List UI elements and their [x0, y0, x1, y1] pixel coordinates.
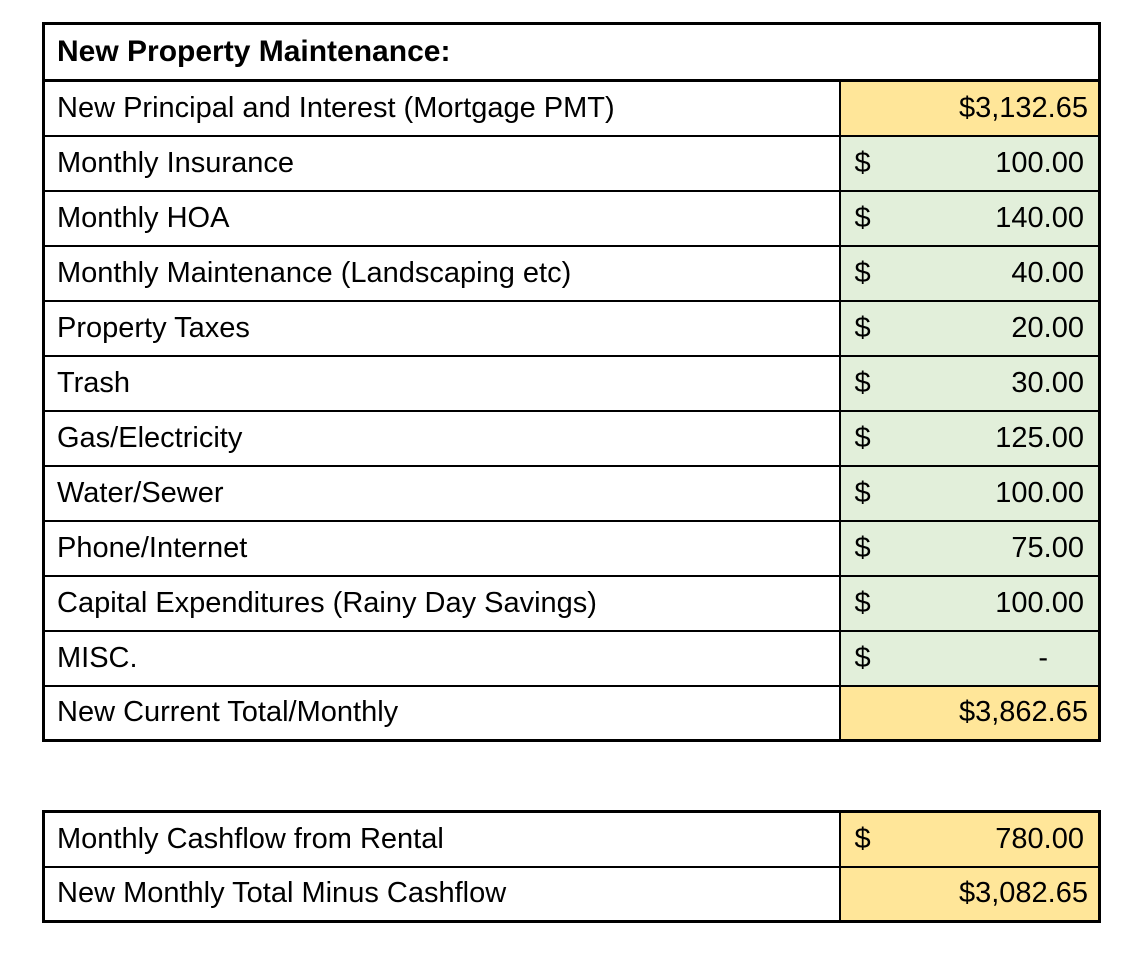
row-value-cell[interactable]: $3,862.65: [838, 684, 1101, 742]
table-row: Monthly Cashflow from Rental $780.00: [42, 810, 1101, 868]
row-label-cell[interactable]: New Monthly Total Minus Cashflow: [42, 865, 841, 923]
row-amount: 30.00: [1011, 366, 1084, 399]
row-label: Gas/Electricity: [57, 421, 243, 454]
row-label: New Principal and Interest (Mortgage PMT…: [57, 91, 615, 124]
row-value-cell[interactable]: $20.00: [838, 299, 1101, 357]
row-label: Phone/Internet: [57, 531, 248, 564]
row-label: Capital Expenditures (Rainy Day Savings): [57, 586, 597, 619]
currency-symbol: $: [854, 366, 871, 399]
row-label-cell[interactable]: Monthly HOA: [42, 189, 841, 247]
row-value-cell[interactable]: $100.00: [838, 574, 1101, 632]
spreadsheet-area: New Property Maintenance: New Principal …: [42, 22, 1101, 923]
table-row: New Property Maintenance:: [42, 22, 1101, 82]
row-label-cell[interactable]: Phone/Internet: [42, 519, 841, 577]
row-value: $3,862.65: [958, 696, 1088, 729]
row-label-cell[interactable]: Capital Expenditures (Rainy Day Savings): [42, 574, 841, 632]
row-amount: 40.00: [1011, 256, 1084, 289]
row-value-cell[interactable]: $75.00: [838, 519, 1101, 577]
maintenance-table: New Property Maintenance: New Principal …: [42, 22, 1101, 742]
currency-symbol: $: [854, 476, 871, 509]
table-row: Property Taxes $20.00: [42, 299, 1101, 357]
table-row: Gas/Electricity $125.00: [42, 409, 1101, 467]
row-amount: 780.00: [995, 822, 1084, 855]
row-label-cell[interactable]: Monthly Insurance: [42, 134, 841, 192]
row-label-cell[interactable]: MISC.: [42, 629, 841, 687]
row-amount: 100.00: [995, 146, 1084, 179]
table-row: Water/Sewer $100.00: [42, 464, 1101, 522]
row-value-cell[interactable]: $30.00: [838, 354, 1101, 412]
row-amount: 140.00: [995, 201, 1084, 234]
table-header-cell[interactable]: New Property Maintenance:: [42, 22, 1101, 82]
row-label: Property Taxes: [57, 311, 250, 344]
row-value: $3,082.65: [958, 877, 1088, 910]
row-value-cell[interactable]: $780.00: [838, 810, 1101, 868]
row-amount: 100.00: [995, 476, 1084, 509]
currency-symbol: $: [854, 531, 871, 564]
row-label-cell[interactable]: Trash: [42, 354, 841, 412]
row-value-cell[interactable]: $3,082.65: [838, 865, 1101, 923]
currency-symbol: $: [854, 641, 871, 674]
table-title: New Property Maintenance:: [57, 35, 451, 68]
table-row: Capital Expenditures (Rainy Day Savings)…: [42, 574, 1101, 632]
row-label: New Monthly Total Minus Cashflow: [57, 877, 507, 910]
currency-symbol: $: [854, 822, 871, 855]
cashflow-summary-table: Monthly Cashflow from Rental $780.00 New…: [42, 810, 1101, 923]
row-label: Monthly Cashflow from Rental: [57, 822, 444, 855]
row-label: Monthly Maintenance (Landscaping etc): [57, 256, 572, 289]
currency-symbol: $: [854, 311, 871, 344]
row-label: Monthly Insurance: [57, 146, 294, 179]
table-row: New Current Total/Monthly $3,862.65: [42, 684, 1101, 742]
row-value-cell[interactable]: $100.00: [838, 134, 1101, 192]
row-amount: 100.00: [995, 586, 1084, 619]
row-value-cell[interactable]: $3,132.65: [838, 79, 1101, 137]
row-label: Water/Sewer: [57, 476, 224, 509]
currency-symbol: $: [854, 421, 871, 454]
table-row: MISC. $ -: [42, 629, 1101, 687]
currency-symbol: $: [854, 586, 871, 619]
currency-symbol: $: [854, 146, 871, 179]
table-row: New Principal and Interest (Mortgage PMT…: [42, 79, 1101, 137]
row-label: Monthly HOA: [57, 201, 230, 234]
row-amount: 75.00: [1011, 531, 1084, 564]
row-label-cell[interactable]: New Principal and Interest (Mortgage PMT…: [42, 79, 841, 137]
row-label: Trash: [57, 366, 131, 399]
row-label-cell[interactable]: Water/Sewer: [42, 464, 841, 522]
table-row: Monthly HOA $140.00: [42, 189, 1101, 247]
table-row: New Monthly Total Minus Cashflow $3,082.…: [42, 865, 1101, 923]
table-row: Monthly Insurance $100.00: [42, 134, 1101, 192]
table-row: Monthly Maintenance (Landscaping etc) $4…: [42, 244, 1101, 302]
row-label: MISC.: [57, 641, 138, 674]
row-label-cell[interactable]: Monthly Maintenance (Landscaping etc): [42, 244, 841, 302]
row-value-cell[interactable]: $ -: [838, 629, 1101, 687]
currency-symbol: $: [854, 256, 871, 289]
row-value: $3,132.65: [958, 91, 1088, 124]
table-row: Trash $30.00: [42, 354, 1101, 412]
row-label-cell[interactable]: Monthly Cashflow from Rental: [42, 810, 841, 868]
row-label-cell[interactable]: Property Taxes: [42, 299, 841, 357]
row-value-cell[interactable]: $140.00: [838, 189, 1101, 247]
row-label: New Current Total/Monthly: [57, 696, 399, 729]
row-label-cell[interactable]: New Current Total/Monthly: [42, 684, 841, 742]
row-value-cell[interactable]: $100.00: [838, 464, 1101, 522]
row-amount: 20.00: [1011, 311, 1084, 344]
row-amount: -: [1038, 641, 1048, 674]
row-amount: 125.00: [995, 421, 1084, 454]
currency-symbol: $: [854, 201, 871, 234]
row-value-cell[interactable]: $40.00: [838, 244, 1101, 302]
row-label-cell[interactable]: Gas/Electricity: [42, 409, 841, 467]
row-value-cell[interactable]: $125.00: [838, 409, 1101, 467]
table-row: Phone/Internet $75.00: [42, 519, 1101, 577]
